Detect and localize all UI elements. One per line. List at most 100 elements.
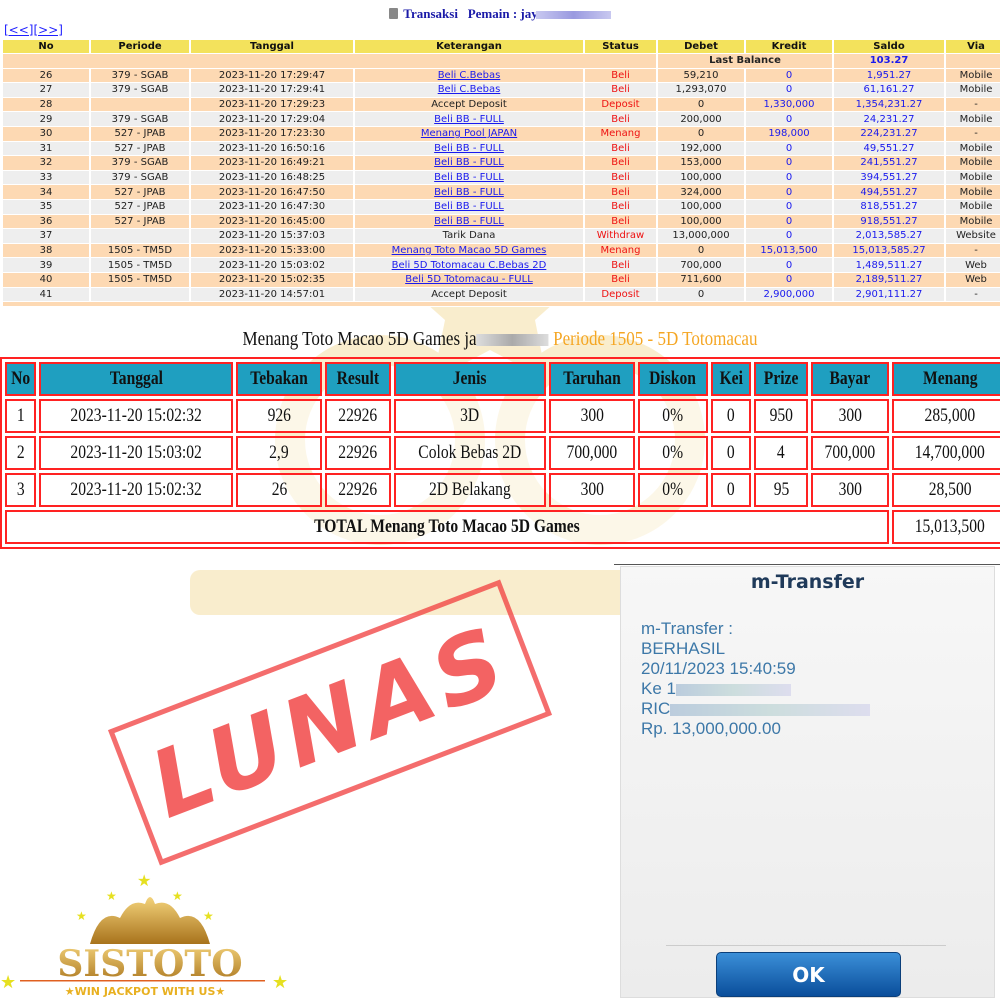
cell-no: 40 [3,272,89,288]
svg-text:★: ★ [0,972,16,993]
cell-ket: Beli BB - FULL [355,112,583,127]
column-header: Via [946,40,1000,54]
cell-saldo: 818,551.27 [834,199,944,215]
lunas-stamp: LUNAS [107,579,553,866]
table-row: 26 379 - SGAB 2023-11-20 17:29:47 Beli C.Be… [3,68,1000,84]
cell-ket: Menang Pool JAPAN [355,126,583,142]
cell-no: 37 [3,229,89,244]
cell-kredit: 0 [746,156,832,171]
cell-kredit: 0 [746,83,832,98]
cell-tanggal: 2023-11-20 15:03:02 [191,258,353,273]
transaction-link[interactable]: Beli 5D Totomacau - FULL [405,274,533,286]
table-row: 38 1505 - TM5D 2023-11-20 15:33:00 Menang T… [3,243,1000,259]
cell-ket: Beli 5D Totomacau - FULL [355,272,583,288]
cell-saldo: 494,551.27 [834,185,944,200]
transaction-link[interactable]: Beli C.Bebas [437,69,501,81]
cell-kredit: 0 [746,258,832,273]
cell-status: Beli [585,68,656,84]
total-value: 15,013,500 [914,516,986,537]
redacted-name [670,703,871,716]
column-header: No [3,40,89,54]
table-row: 37 2023-11-20 15:37:03 Tarik Dana Withdraw 1… [3,229,1000,244]
cell: 0% [638,473,708,507]
sistoto-logo: ★ ★ ★ ★ ★ ★ ★ SISTOTO ★WIN JACKPOT WITH US★ [0,871,288,998]
cell-ket: Menang Toto Macao 5D Games [355,243,583,259]
cell-tanggal: 2023-11-20 16:45:00 [191,214,353,230]
transactions-table: No Periode Tanggal Keterangan Status Debet Kre… [1,40,1000,308]
svg-text:★: ★ [76,909,87,923]
cell-debet: 153,000 [658,156,744,171]
cell-via: Mobile [946,141,1000,157]
win-table: No Tanggal Tebakan Result Jenis Taruhan Diskon… [0,357,1000,549]
column-header: No [5,362,36,396]
cell-status: Deposit [585,97,656,113]
cell-saldo: 1,354,231.27 [834,97,944,113]
cell-ket: Beli BB - FULL [355,141,583,157]
column-header: Result [325,362,391,396]
cell-kredit: 1,330,000 [746,97,832,113]
cell-status: Beli [585,272,656,288]
cell-tanggal: 2023-11-20 16:49:21 [191,156,353,171]
cell-via: Mobile [946,214,1000,230]
next-page-link[interactable]: [>>] [33,23,63,37]
transaction-link[interactable]: Beli BB - FULL [434,186,504,198]
transaction-link[interactable]: Beli C.Bebas [437,84,501,96]
document-icon [389,8,399,19]
cell-saldo: 394,551.27 [834,170,944,186]
cell: 4 [754,436,808,470]
cell-kredit: 0 [746,199,832,215]
cell-status: Beli [585,112,656,127]
transaction-link[interactable]: Beli BB - FULL [434,142,504,154]
column-header: Menang [892,362,1000,396]
cell-via: Mobile [946,68,1000,84]
transaction-link[interactable]: Beli BB - FULL [434,113,504,125]
transaction-link[interactable]: Beli BB - FULL [434,172,504,184]
cell: 2023-11-20 15:03:02 [39,436,233,470]
cell-tanggal: 2023-11-20 16:50:16 [191,141,353,157]
cell: 22926 [325,436,391,470]
cell-periode: 527 - JPAB [91,185,189,200]
cell: 3D [394,399,546,433]
cell: 2023-11-20 15:02:32 [39,399,233,433]
ok-button[interactable]: OK [716,952,901,997]
transaction-link[interactable]: Menang Toto Macao 5D Games [391,245,547,257]
cell-no: 29 [3,112,89,127]
cell: 22926 [325,473,391,507]
cell-via: Mobile [946,199,1000,215]
transaction-link[interactable]: Menang Pool JAPAN [420,128,518,140]
cell-no: 26 [3,68,89,84]
table-row: 35 527 - JPAB 2023-11-20 16:47:30 Beli BB -… [3,199,1000,215]
cell-saldo: 918,551.27 [834,214,944,230]
transaction-link[interactable]: Beli BB - FULL [434,201,504,213]
transaction-link[interactable]: Beli 5D Totomacau C.Bebas 2D [391,259,547,271]
cell-periode: 1505 - TM5D [91,243,189,259]
cell-saldo: 2,189,511.27 [834,272,944,288]
cell-via: Mobile [946,83,1000,98]
cell: Colok Bebas 2D [394,436,546,470]
cell-debet: 0 [658,97,744,113]
transaction-link[interactable]: Beli BB - FULL [434,157,504,169]
prev-page-link[interactable]: [<<] [4,23,34,37]
cell-ket: Tarik Dana [355,229,583,244]
cell-via: Mobile [946,185,1000,200]
cell: 95 [754,473,808,507]
m-transfer-body: m-Transfer : BERHASIL 20/11/2023 15:40:5… [641,619,871,739]
column-header: Diskon [638,362,708,396]
cell-no: 27 [3,83,89,98]
cell-status: Menang [585,243,656,259]
cell-debet: 324,000 [658,185,744,200]
column-header: Tebakan [236,362,322,396]
cell-status: Beli [585,156,656,171]
cell-debet: 59,210 [658,68,744,84]
cell-saldo: 224,231.27 [834,126,944,142]
transaction-link[interactable]: Beli BB - FULL [434,215,504,227]
cell-status: Beli [585,214,656,230]
cell-debet: 0 [658,287,744,303]
cell-periode: 379 - SGAB [91,83,189,98]
svg-text:★: ★ [137,871,151,890]
cell-via: Web [946,272,1000,288]
cell: 0 [711,399,751,433]
cell: 2023-11-20 15:02:32 [39,473,233,507]
cell-via: Web [946,258,1000,273]
total-label: TOTAL Menang Toto Macao 5D Games [314,516,580,537]
